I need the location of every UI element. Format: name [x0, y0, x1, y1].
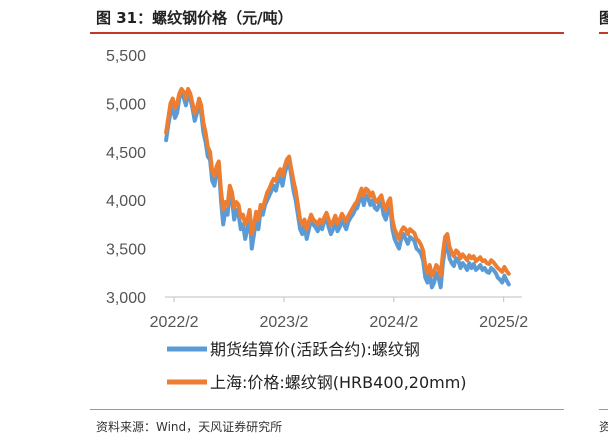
y-tick-label: 5,000	[106, 96, 146, 113]
source-note: 资料来源：Wind，天风证券研究所	[96, 420, 283, 434]
x-tick-label: 2024/2	[369, 314, 418, 331]
next-figure-title-rule	[599, 32, 608, 34]
legend-label-futures: 期货结算价(活跃合约):螺纹钢	[210, 340, 420, 359]
footer-rule	[90, 409, 564, 410]
next-figure-title-fragment: 图	[599, 9, 608, 27]
y-tick-labels: 3,000 3,500 4,000 4,500 5,000 5,500	[106, 48, 146, 307]
futures-price-line	[164, 89, 511, 290]
next-figure-source-fragment: 资	[599, 420, 608, 434]
figure-title: 图 31：螺纹钢价格（元/吨）	[96, 9, 293, 27]
chart-series	[164, 86, 511, 290]
y-tick-label: 4,500	[106, 145, 146, 162]
x-tick-labels: 2022/2 2023/2 2024/2 2025/2	[150, 297, 528, 331]
x-tick-label: 2025/2	[479, 314, 528, 331]
x-tick-label: 2022/2	[150, 314, 199, 331]
y-tick-label: 3,000	[106, 290, 146, 307]
shanghai-spot-price-line	[164, 86, 511, 278]
legend-label-spot: 上海:价格:螺纹钢(HRB400,20mm)	[210, 373, 467, 392]
y-tick-label: 3,500	[106, 242, 146, 259]
x-tick-label: 2023/2	[259, 314, 308, 331]
y-tick-label: 5,500	[106, 48, 146, 65]
next-figure-footer-rule	[599, 409, 608, 410]
y-tick-label: 4,000	[106, 193, 146, 210]
title-rule	[90, 32, 564, 34]
